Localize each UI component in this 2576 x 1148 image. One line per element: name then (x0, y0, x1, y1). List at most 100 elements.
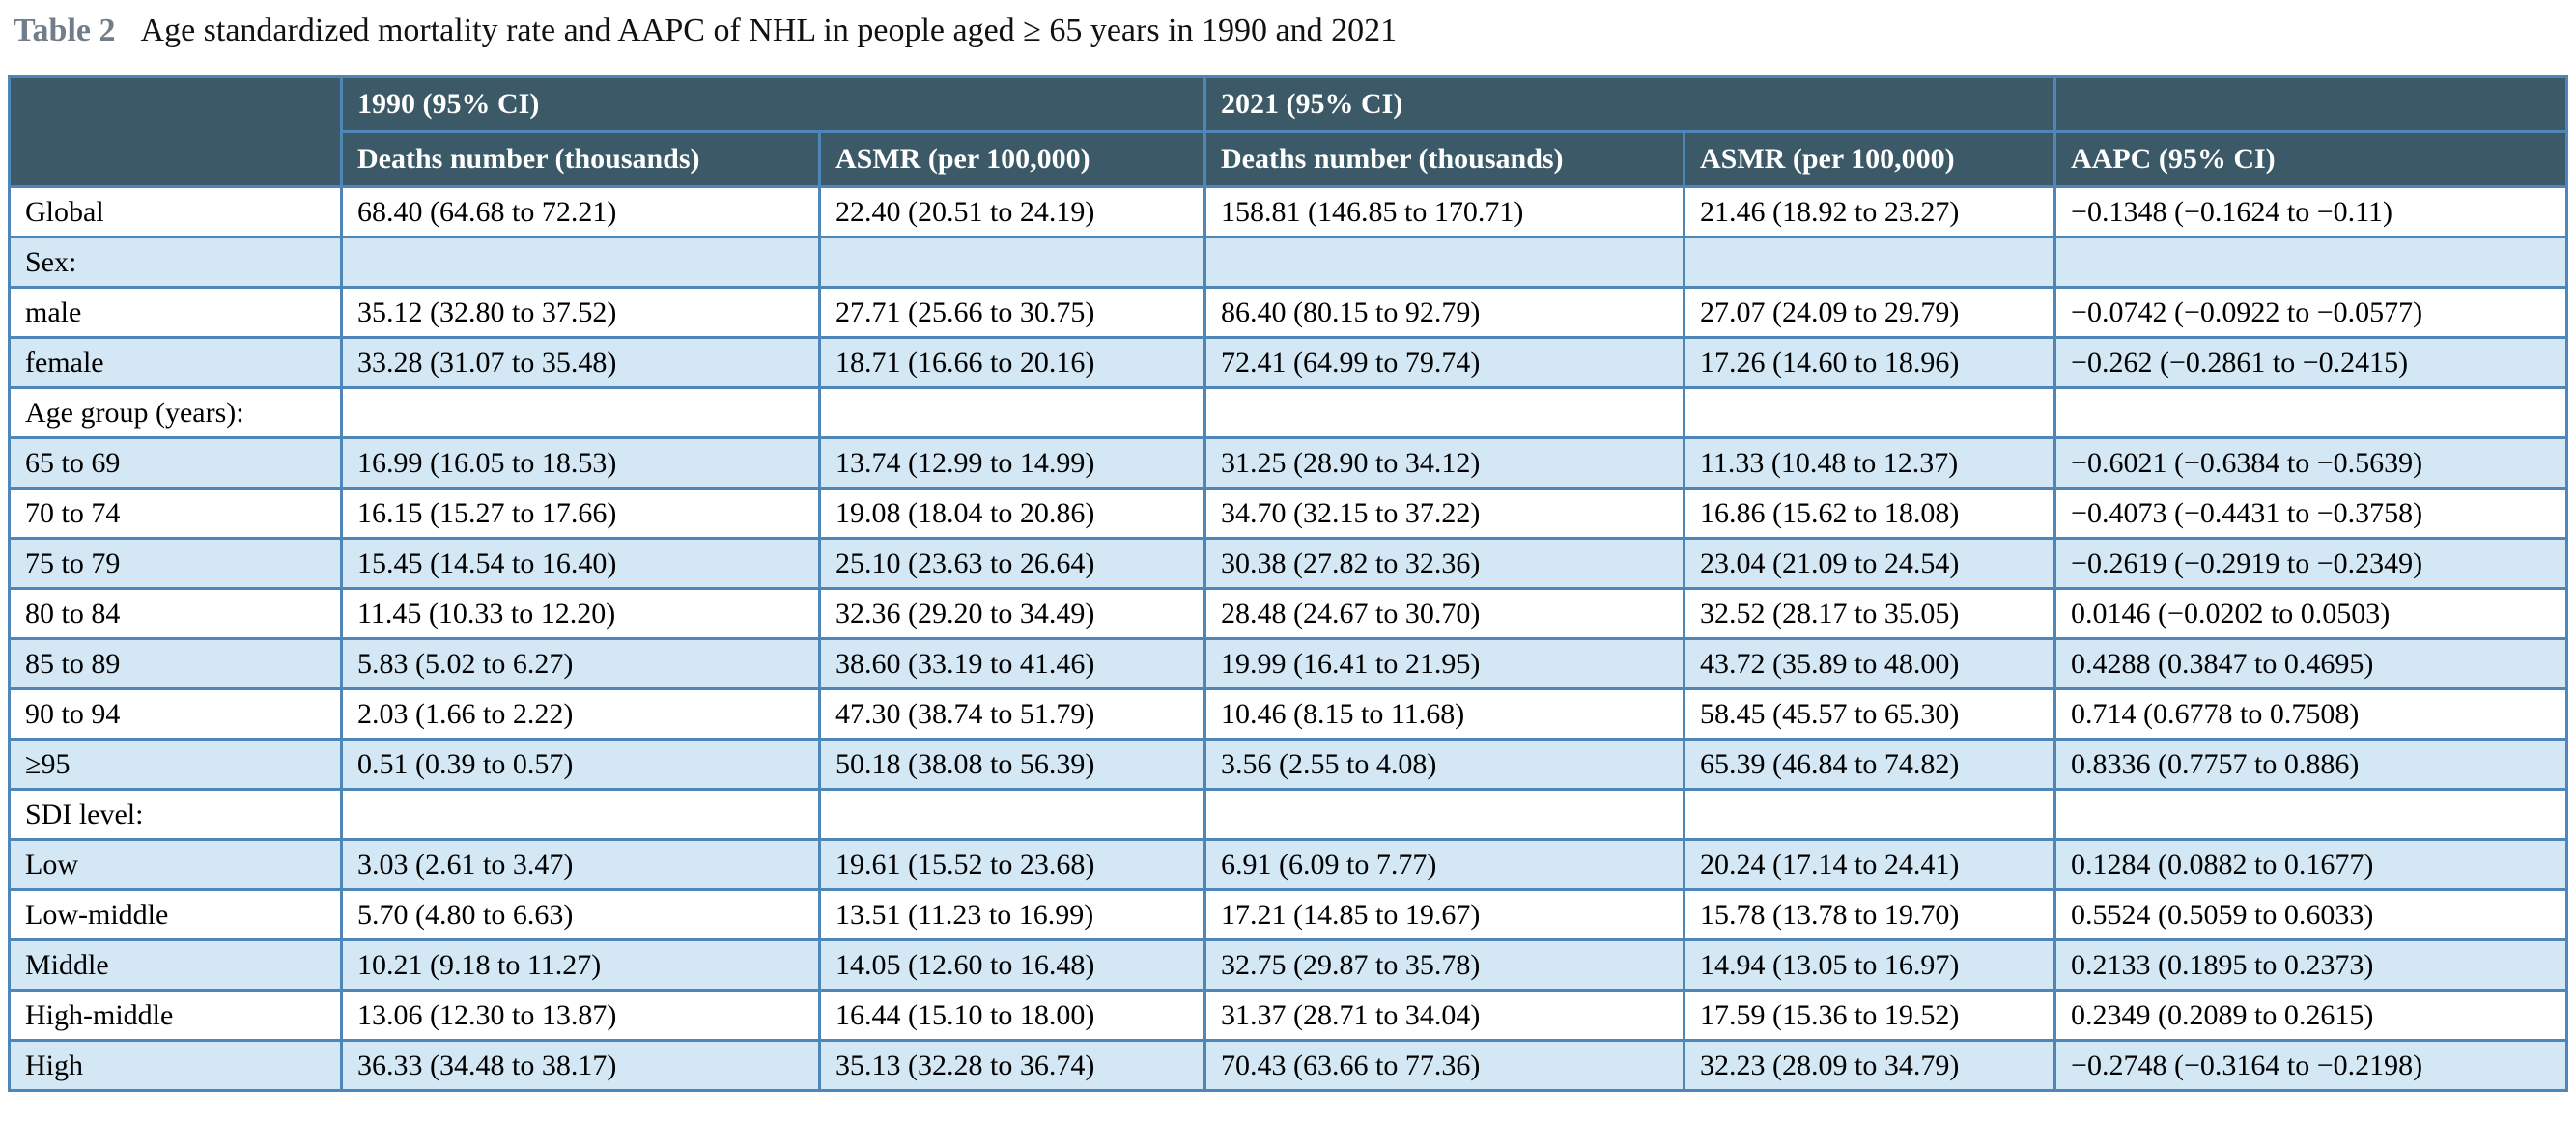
data-cell: 58.45 (45.57 to 65.30) (1684, 689, 2055, 740)
data-cell (1205, 238, 1684, 288)
table-row: 85 to 895.83 (5.02 to 6.27)38.60 (33.19 … (10, 639, 2567, 689)
table-row: Low-middle5.70 (4.80 to 6.63)13.51 (11.2… (10, 890, 2567, 940)
header-aapc: AAPC (95% CI) (2055, 132, 2567, 187)
table-row: Age group (years): (10, 388, 2567, 438)
data-cell: 27.07 (24.09 to 29.79) (1684, 288, 2055, 338)
table-row: High36.33 (34.48 to 38.17)35.13 (32.28 t… (10, 1041, 2567, 1091)
data-cell: 17.21 (14.85 to 19.67) (1205, 890, 1684, 940)
row-label-cell: 80 to 84 (10, 589, 342, 639)
data-cell: 3.56 (2.55 to 4.08) (1205, 740, 1684, 790)
data-cell (1684, 238, 2055, 288)
data-cell (2055, 388, 2567, 438)
row-label-cell: High (10, 1041, 342, 1091)
data-cell: 70.43 (63.66 to 77.36) (1205, 1041, 1684, 1091)
data-cell: 15.78 (13.78 to 19.70) (1684, 890, 2055, 940)
data-cell: 47.30 (38.74 to 51.79) (820, 689, 1205, 740)
data-cell: 3.03 (2.61 to 3.47) (342, 840, 820, 890)
mortality-table: 1990 (95% CI) 2021 (95% CI) Deaths numbe… (8, 75, 2568, 1092)
data-cell: 5.83 (5.02 to 6.27) (342, 639, 820, 689)
data-cell: 0.2133 (0.1895 to 0.2373) (2055, 940, 2567, 991)
data-cell: 35.12 (32.80 to 37.52) (342, 288, 820, 338)
data-cell: −0.2748 (−0.3164 to −0.2198) (2055, 1041, 2567, 1091)
data-cell: 20.24 (17.14 to 24.41) (1684, 840, 2055, 890)
data-cell: −0.4073 (−0.4431 to −0.3758) (2055, 489, 2567, 539)
table-row: 65 to 6916.99 (16.05 to 18.53)13.74 (12.… (10, 438, 2567, 489)
data-cell: 19.99 (16.41 to 21.95) (1205, 639, 1684, 689)
data-cell: 6.91 (6.09 to 7.77) (1205, 840, 1684, 890)
data-cell: 72.41 (64.99 to 79.74) (1205, 338, 1684, 388)
data-cell (342, 790, 820, 840)
table-row: 75 to 7915.45 (14.54 to 16.40)25.10 (23.… (10, 539, 2567, 589)
data-cell: 35.13 (32.28 to 36.74) (820, 1041, 1205, 1091)
data-cell: 65.39 (46.84 to 74.82) (1684, 740, 2055, 790)
data-cell: 28.48 (24.67 to 30.70) (1205, 589, 1684, 639)
row-label-cell: 75 to 79 (10, 539, 342, 589)
data-cell: 31.25 (28.90 to 34.12) (1205, 438, 1684, 489)
data-cell (820, 238, 1205, 288)
row-label-cell: Low (10, 840, 342, 890)
header-asmr-2021: ASMR (per 100,000) (1684, 132, 2055, 187)
data-cell: 32.23 (28.09 to 34.79) (1684, 1041, 2055, 1091)
data-cell (1684, 388, 2055, 438)
data-cell: 0.8336 (0.7757 to 0.886) (2055, 740, 2567, 790)
data-cell (2055, 790, 2567, 840)
row-label-cell: Middle (10, 940, 342, 991)
header-group-row: 1990 (95% CI) 2021 (95% CI) (10, 77, 2567, 132)
data-cell: 32.36 (29.20 to 34.49) (820, 589, 1205, 639)
row-label-cell: 65 to 69 (10, 438, 342, 489)
data-cell: 0.5524 (0.5059 to 0.6033) (2055, 890, 2567, 940)
page: Table 2Age standardized mortality rate a… (0, 0, 2576, 1148)
data-cell: 31.37 (28.71 to 34.04) (1205, 991, 1684, 1041)
data-cell: −0.2619 (−0.2919 to −0.2349) (2055, 539, 2567, 589)
data-cell: 21.46 (18.92 to 23.27) (1684, 187, 2055, 238)
row-label-cell: 90 to 94 (10, 689, 342, 740)
data-cell: 16.44 (15.10 to 18.00) (820, 991, 1205, 1041)
row-label-cell: SDI level: (10, 790, 342, 840)
data-cell (820, 790, 1205, 840)
data-cell: 68.40 (64.68 to 72.21) (342, 187, 820, 238)
header-corner-cell (10, 77, 342, 187)
table-body: Global68.40 (64.68 to 72.21)22.40 (20.51… (10, 187, 2567, 1091)
table-row: 90 to 942.03 (1.66 to 2.22)47.30 (38.74 … (10, 689, 2567, 740)
data-cell: 10.21 (9.18 to 11.27) (342, 940, 820, 991)
data-cell: 34.70 (32.15 to 37.22) (1205, 489, 1684, 539)
data-cell: 16.15 (15.27 to 17.66) (342, 489, 820, 539)
data-cell (1684, 790, 2055, 840)
data-cell: 18.71 (16.66 to 20.16) (820, 338, 1205, 388)
table-row: ≥950.51 (0.39 to 0.57)50.18 (38.08 to 56… (10, 740, 2567, 790)
data-cell: 50.18 (38.08 to 56.39) (820, 740, 1205, 790)
table-row: High-middle13.06 (12.30 to 13.87)16.44 (… (10, 991, 2567, 1041)
data-cell: 0.714 (0.6778 to 0.7508) (2055, 689, 2567, 740)
data-cell: 86.40 (80.15 to 92.79) (1205, 288, 1684, 338)
row-label-cell: 85 to 89 (10, 639, 342, 689)
data-cell: 16.99 (16.05 to 18.53) (342, 438, 820, 489)
data-cell: 30.38 (27.82 to 32.36) (1205, 539, 1684, 589)
table-row: male35.12 (32.80 to 37.52)27.71 (25.66 t… (10, 288, 2567, 338)
data-cell: 0.1284 (0.0882 to 0.1677) (2055, 840, 2567, 890)
data-cell: 14.05 (12.60 to 16.48) (820, 940, 1205, 991)
header-group-2021: 2021 (95% CI) (1205, 77, 2055, 132)
data-cell: 10.46 (8.15 to 11.68) (1205, 689, 1684, 740)
data-cell (1205, 790, 1684, 840)
data-cell: 36.33 (34.48 to 38.17) (342, 1041, 820, 1091)
data-cell: 0.2349 (0.2089 to 0.2615) (2055, 991, 2567, 1041)
row-label-cell: male (10, 288, 342, 338)
data-cell: −0.262 (−0.2861 to −0.2415) (2055, 338, 2567, 388)
table-header: 1990 (95% CI) 2021 (95% CI) Deaths numbe… (10, 77, 2567, 187)
data-cell: 33.28 (31.07 to 35.48) (342, 338, 820, 388)
table-row: 70 to 7416.15 (15.27 to 17.66)19.08 (18.… (10, 489, 2567, 539)
data-cell: 13.74 (12.99 to 14.99) (820, 438, 1205, 489)
row-label-cell: Global (10, 187, 342, 238)
header-group-1990: 1990 (95% CI) (342, 77, 1205, 132)
data-cell: −0.6021 (−0.6384 to −0.5639) (2055, 438, 2567, 489)
header-deaths-2021: Deaths number (thousands) (1205, 132, 1684, 187)
data-cell: 2.03 (1.66 to 2.22) (342, 689, 820, 740)
data-cell: 13.06 (12.30 to 13.87) (342, 991, 820, 1041)
data-cell: −0.1348 (−0.1624 to −0.11) (2055, 187, 2567, 238)
data-cell: 17.26 (14.60 to 18.96) (1684, 338, 2055, 388)
data-cell: 32.52 (28.17 to 35.05) (1684, 589, 2055, 639)
table-title-text: Age standardized mortality rate and AAPC… (141, 13, 1398, 48)
table-row: Global68.40 (64.68 to 72.21)22.40 (20.51… (10, 187, 2567, 238)
row-label-cell: High-middle (10, 991, 342, 1041)
data-cell: −0.0742 (−0.0922 to −0.0577) (2055, 288, 2567, 338)
